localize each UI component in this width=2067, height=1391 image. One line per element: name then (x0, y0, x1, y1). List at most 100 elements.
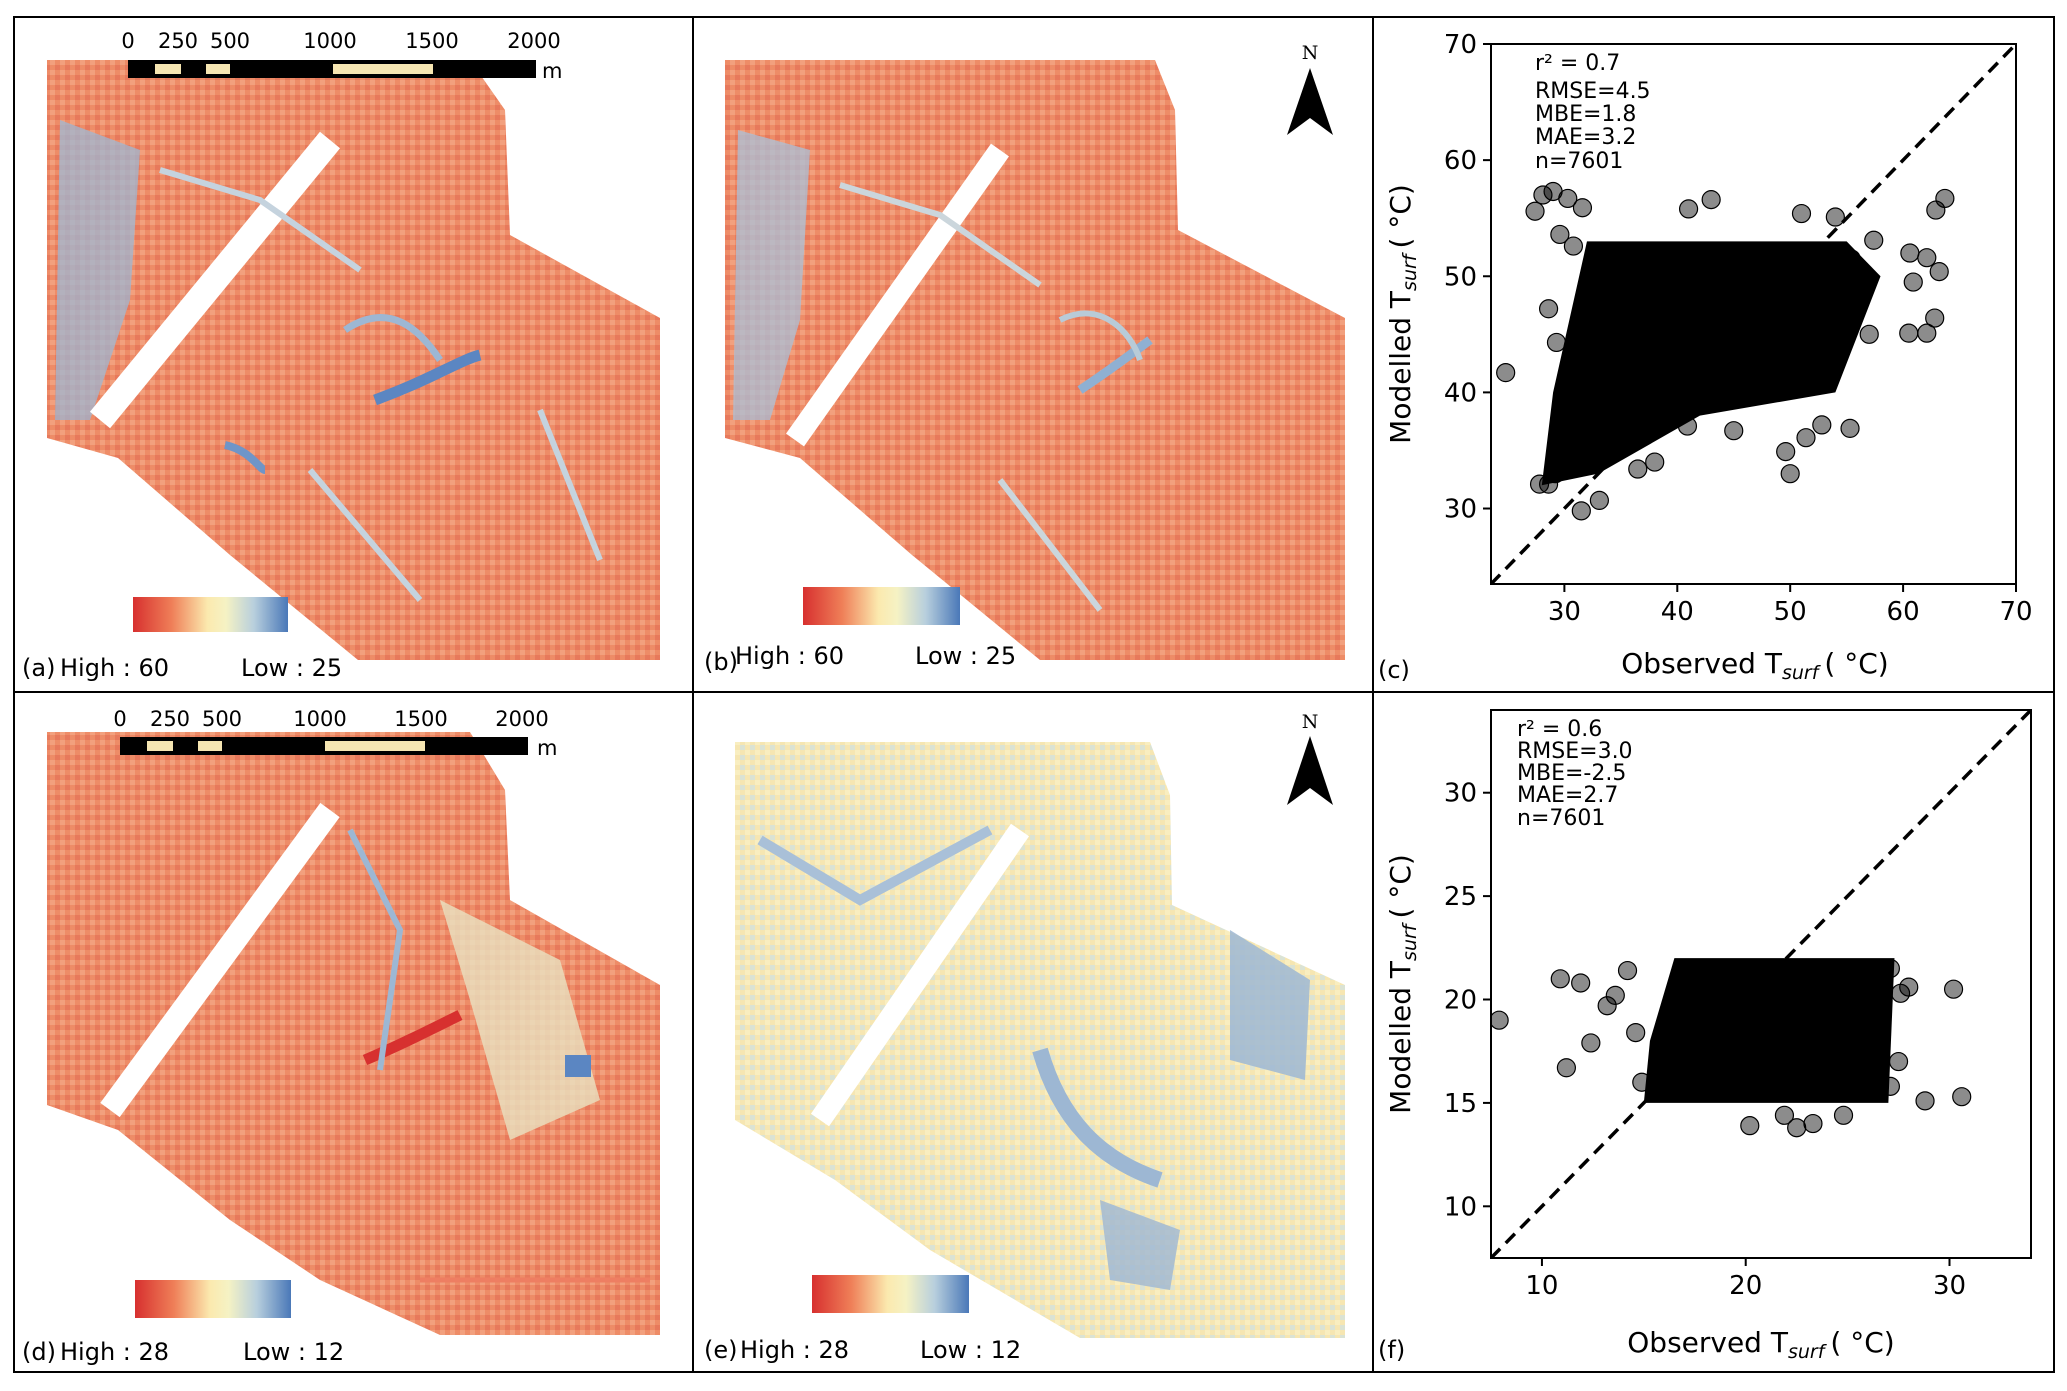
legend-high-label: High : 60 (60, 654, 169, 682)
data-point (1864, 1060, 1884, 1080)
y-axis-unit: ( °C) (1384, 854, 1417, 918)
scale-bar-track (120, 737, 528, 755)
stat-rmse: RMSE=4.5 (1535, 79, 1651, 104)
data-point (1880, 1076, 1900, 1096)
x-tick-label: 70 (1999, 597, 2032, 627)
scale-bar: 0 250 500 1000 1500 2000 m (121, 29, 562, 83)
data-point (1774, 1105, 1795, 1125)
y-axis-title: Modelled Tsurf ( °C) (1384, 854, 1421, 1114)
legend-low-label: Low : 25 (241, 654, 342, 682)
data-point (1812, 415, 1832, 435)
x-tick-label: 50 (1774, 597, 1807, 627)
stat-rmse: RMSE=3.0 (1517, 739, 1633, 764)
stat-r2: r² = 0.6 (1517, 717, 1602, 742)
legend-high-label: High : 60 (735, 642, 844, 670)
map-cool-channel (1032, 1047, 1163, 1188)
north-label: N (1302, 711, 1319, 733)
data-point (1605, 985, 1625, 1005)
data-point (1780, 464, 1800, 484)
map-river (1077, 336, 1153, 394)
stat-n: n=7601 (1517, 806, 1605, 831)
data-point (1496, 363, 1516, 383)
scale-bar-segment (325, 741, 425, 751)
scale-bar-segment (333, 64, 433, 74)
panel-letter: (d) (22, 1338, 56, 1366)
y-tick-label: 60 (1444, 146, 1477, 176)
point-cluster (1541, 241, 1881, 486)
data-point (1803, 1113, 1823, 1134)
map-cool-area (1230, 930, 1310, 1080)
data-point (1617, 960, 1638, 981)
color-ramp-legend (135, 1280, 291, 1318)
plot-frame (1490, 43, 2017, 585)
figure-frame (13, 16, 2055, 1373)
map-road (307, 468, 423, 602)
map-cool-area (1100, 1200, 1180, 1290)
panel-letter: (e) (704, 1336, 738, 1364)
scale-tick-label: 1500 (405, 29, 458, 53)
data-point (1550, 224, 1570, 245)
data-point (1890, 983, 1911, 1003)
data-point (1952, 1087, 1972, 1107)
svg-text:Observed Tsurf( °C): Observed Tsurf( °C) (1621, 647, 1888, 684)
data-point (1791, 203, 1812, 224)
data-point (1943, 979, 1964, 999)
data-point (1589, 490, 1609, 510)
y-axis-subscript: surf (1399, 921, 1421, 961)
x-tick-label: 20 (1729, 1271, 1762, 1301)
x-axis-subscript: surf (1788, 1341, 1828, 1363)
x-tick-label: 60 (1887, 597, 1920, 627)
panel-letter: (c) (1378, 656, 1410, 684)
scale-tick-label: 500 (202, 707, 242, 731)
data-point (1626, 1022, 1646, 1043)
map-cool-road (757, 825, 993, 906)
north-arrow-icon: N (1287, 42, 1333, 135)
scale-bar-segment (147, 741, 173, 751)
legend-low-label: Low : 12 (243, 1338, 344, 1366)
svg-text:Modelled Tsurf( °C): Modelled Tsurf ( °C) (1384, 184, 1421, 444)
scale-tick-label: 2000 (495, 707, 548, 731)
scale-tick-label: 2000 (507, 29, 560, 53)
axis-ticks: 30 40 50 60 70 30 40 50 60 70 (1444, 30, 2033, 627)
panel-letter: (a) (22, 654, 55, 682)
data-point (1915, 1091, 1935, 1111)
map-water-body (565, 1055, 591, 1077)
legend-low-label: Low : 12 (920, 1336, 1021, 1364)
data-point (1546, 332, 1567, 353)
scatter-chart-c: 30 40 50 60 70 30 40 50 60 70 r² = 0.7 RMSE=4.5 M… (1378, 30, 2033, 684)
data-point (1533, 185, 1553, 205)
map-road (839, 182, 1042, 288)
data-point (1491, 1010, 1509, 1030)
color-ramp-legend (812, 1275, 969, 1313)
y-tick-label: 40 (1444, 378, 1477, 408)
data-point (1701, 190, 1721, 210)
x-axis-unit: ( °C) (1830, 1326, 1894, 1359)
map-cool-area (55, 120, 140, 420)
data-point (1864, 230, 1884, 250)
map-hot-strip (362, 1010, 463, 1066)
panel-letter: (b) (704, 648, 738, 676)
data-points (1491, 958, 1972, 1138)
y-axis-unit: ( °C) (1384, 184, 1417, 248)
panel-e: N (e) High : 28 Low : 12 (704, 711, 1345, 1364)
legend-low-label: Low : 25 (915, 642, 1016, 670)
map-raster (47, 732, 660, 1335)
y-tick-label: 50 (1444, 262, 1477, 292)
data-point (1645, 452, 1665, 472)
map-raster (47, 60, 660, 660)
x-axis-unit: ( °C) (1824, 647, 1888, 680)
x-axis-label: Observed T (1621, 647, 1783, 680)
data-point (1859, 324, 1879, 344)
stat-mbe: MBE=1.8 (1535, 102, 1636, 127)
color-ramp-legend (133, 597, 288, 632)
map-gap-stripe (89, 131, 341, 429)
scale-bar-track (128, 60, 536, 78)
data-point (1776, 442, 1796, 462)
y-tick-label: 15 (1444, 1089, 1477, 1119)
data-point (1917, 323, 1937, 343)
map-road (997, 478, 1103, 612)
data-point (1917, 248, 1937, 268)
map-road (159, 167, 362, 273)
map-channel (343, 314, 443, 362)
